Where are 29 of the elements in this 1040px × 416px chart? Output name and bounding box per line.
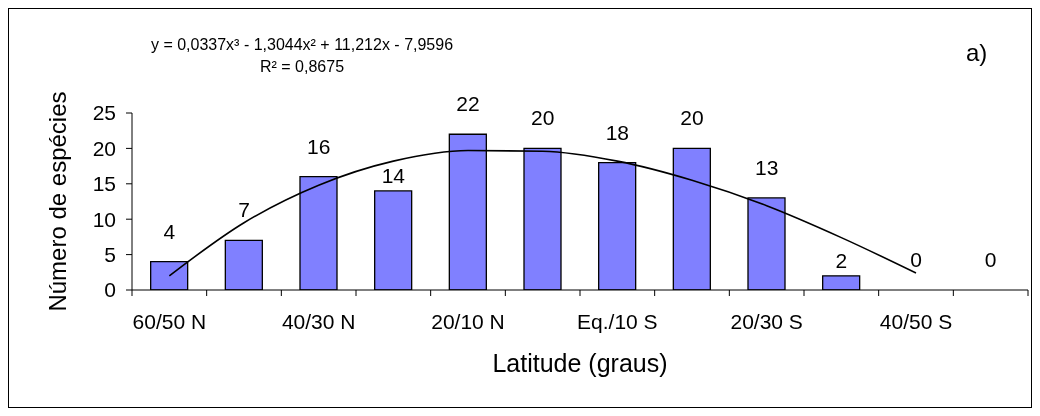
data-label: 22 xyxy=(456,91,480,115)
data-label: 7 xyxy=(238,197,250,221)
y-tick-label: 15 xyxy=(92,172,116,196)
data-label: 20 xyxy=(680,105,704,129)
x-axis-title: Latitude (graus) xyxy=(492,348,668,377)
y-axis-title: Número de espécies xyxy=(43,91,71,312)
y-tick-label: 0 xyxy=(104,278,116,302)
text: y = 0,0337x³ - 1,3044x² + 11,212x - 7,9596 xyxy=(150,35,454,55)
data-label: 2 xyxy=(835,248,848,272)
data-label: 13 xyxy=(754,155,779,179)
data-label: 0 xyxy=(984,247,997,271)
data-label: 20 xyxy=(530,105,555,129)
x-tick-label: 60/50 N xyxy=(132,310,207,333)
x-tick-label: 40/50 S xyxy=(879,310,953,333)
data-label: 18 xyxy=(605,120,630,144)
text: R² = 0,8675 xyxy=(258,57,346,77)
data-label: 0 xyxy=(910,247,922,271)
data-label: 14 xyxy=(381,163,406,187)
data-label: 4 xyxy=(163,219,176,243)
chart-title: a) xyxy=(966,39,988,67)
y-tick-label: 25 xyxy=(92,101,116,125)
x-tick-label: 20/30 S xyxy=(730,310,803,333)
y-tick-label: 5 xyxy=(104,243,116,267)
x-tick-label: 20/10 N xyxy=(431,310,505,333)
data-label: 16 xyxy=(306,134,331,158)
x-tick-label: Eq./10 S xyxy=(577,310,658,333)
y-tick-label: 20 xyxy=(92,136,116,160)
y-tick-label: 10 xyxy=(92,207,116,231)
x-tick-label: 40/30 N xyxy=(281,310,356,333)
